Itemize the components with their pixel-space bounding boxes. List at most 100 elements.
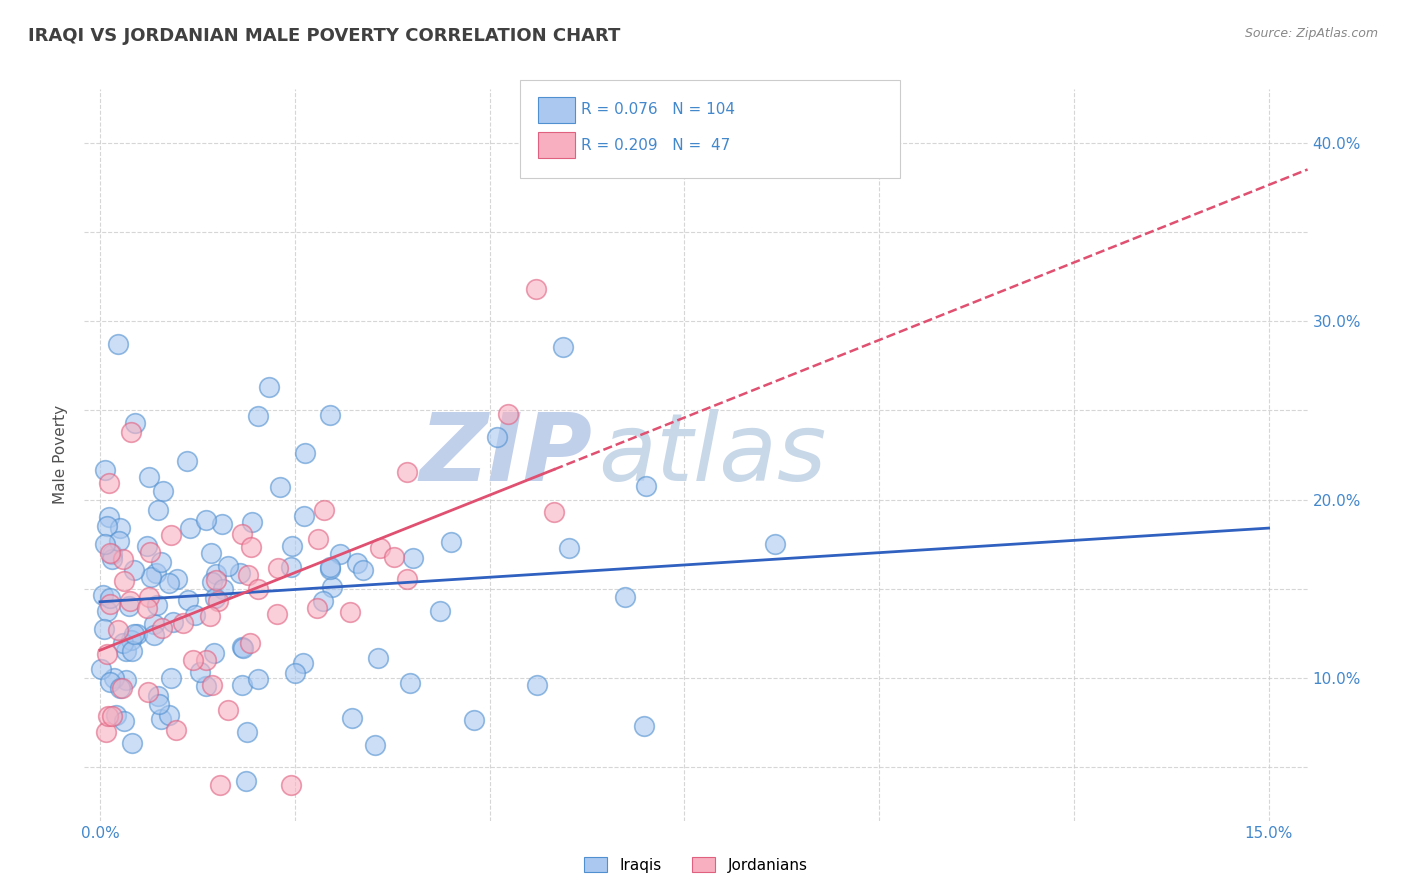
Point [543,505,565,519]
Point [202,646,225,660]
Point [209,778,232,792]
Point [382,550,405,565]
Point [633,719,655,733]
Point [103,672,125,686]
Text: IRAQI VS JORDANIAN MALE POVERTY CORRELATION CHART: IRAQI VS JORDANIAN MALE POVERTY CORRELAT… [28,27,620,45]
Point [239,636,262,650]
Point [524,282,547,296]
Point [141,570,163,584]
Point [101,709,124,723]
Point [212,582,235,596]
Point [200,609,222,624]
Point [162,615,184,629]
Legend: Iraqis, Jordanians: Iraqis, Jordanians [578,851,814,879]
Point [342,711,364,725]
Point [364,738,387,752]
Point [329,547,352,561]
Point [115,673,138,688]
Point [207,594,229,608]
Point [127,627,149,641]
Point [150,555,173,569]
Point [112,574,135,589]
Point [195,513,218,527]
Point [138,590,160,604]
Point [463,713,485,727]
Point [98,597,121,611]
Point [246,672,269,686]
Point [91,588,114,602]
Point [96,519,118,533]
Point [229,566,252,580]
Point [101,547,124,561]
Point [267,560,290,574]
Point [96,648,118,662]
Point [204,591,226,605]
Point [94,537,117,551]
Point [195,679,218,693]
Point [176,454,198,468]
Point [211,516,233,531]
Point [120,425,142,440]
Point [236,568,259,582]
Point [90,662,112,676]
Point [763,536,786,550]
Point [146,502,169,516]
Point [98,509,121,524]
Point [307,533,329,547]
Point [138,685,160,699]
Point [269,480,291,494]
Point [145,566,167,581]
Point [294,446,316,460]
Point [160,671,183,685]
Point [200,546,222,560]
Point [138,545,160,559]
Point [111,681,134,696]
Point [120,633,142,648]
Point [204,573,226,587]
Point [398,675,420,690]
Point [104,708,127,723]
Point [188,665,211,679]
Point [236,725,259,739]
Text: R = 0.209   N =  47: R = 0.209 N = 47 [581,138,730,153]
Point [94,463,117,477]
Point [159,527,181,541]
Point [201,575,224,590]
Point [498,408,520,422]
Point [292,509,315,524]
Point [97,709,120,723]
Point [166,572,188,586]
Point [100,591,122,606]
Point [107,623,129,637]
Point [195,653,218,667]
Point [352,563,374,577]
Point [93,623,115,637]
Point [368,541,391,555]
Point [142,617,165,632]
Point [179,521,201,535]
Point [280,560,302,574]
Point [526,678,548,692]
Point [177,592,200,607]
Point [97,476,120,491]
Point [558,541,581,555]
Point [112,636,135,650]
Point [115,644,138,658]
Point [107,337,129,351]
Point [553,340,575,354]
Point [157,576,180,591]
Point [98,546,121,560]
Point [247,582,270,596]
Point [148,697,170,711]
Point [110,521,132,535]
Point [94,725,117,739]
Point [96,604,118,618]
Point [138,470,160,484]
Point [172,615,194,630]
Point [231,526,253,541]
Point [319,409,342,423]
Point [205,566,228,581]
Point [257,380,280,394]
Point [235,773,257,788]
Point [339,605,361,619]
